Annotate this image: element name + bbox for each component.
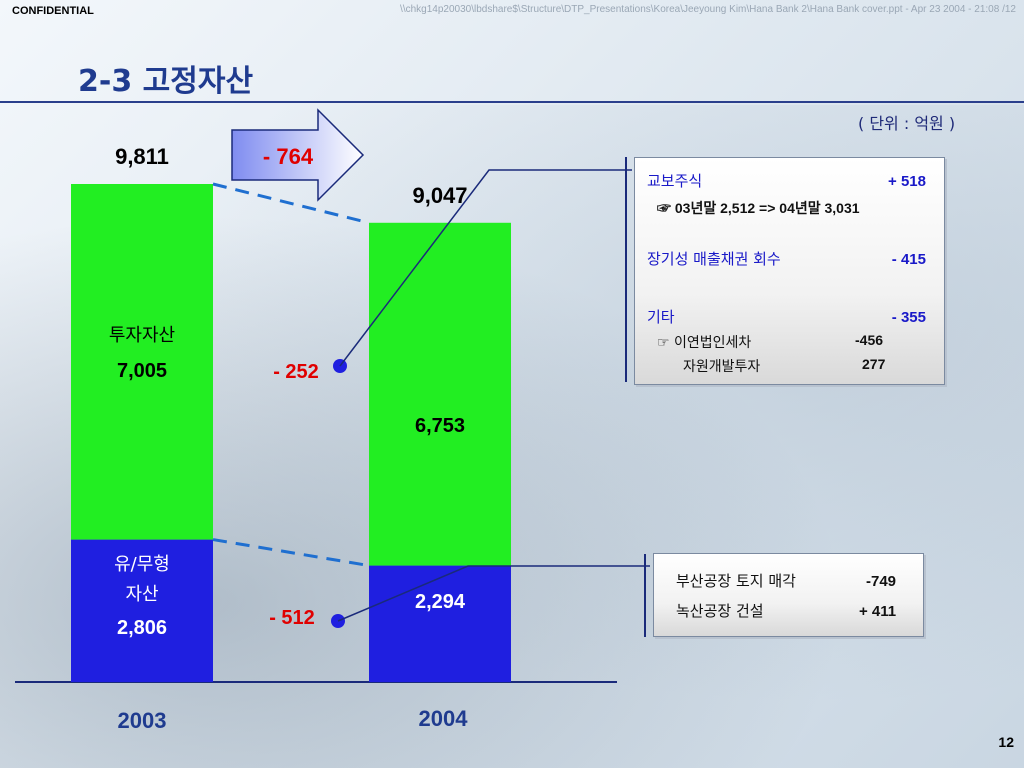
breakdown-value: - 415 — [892, 250, 926, 268]
segment-label-investment: 투자자산 — [109, 325, 175, 346]
breakdown-value-text: + 518 — [888, 173, 926, 190]
breakdown-subrow-label: 자원개발투자 — [683, 359, 761, 375]
breakdown-subrow-text: ☞ 03년말 2,512 => 04년말 3,031 — [657, 200, 860, 216]
breakdown-subrow-label: ☞ 이연법인세차 — [657, 335, 752, 351]
dashed-connector-middle — [212, 538, 370, 568]
decrease-arrow-icon — [231, 108, 365, 202]
change-label-investment: - 252 — [273, 361, 319, 383]
bar-2003-tangible — [71, 539, 213, 682]
breakdown-subrow-value-text: -456 — [855, 332, 884, 348]
category-label-2003: 2003 — [118, 708, 167, 733]
confidential-label: CONFIDENTIAL — [12, 5, 94, 17]
total-label-2003: 9,811 — [115, 144, 169, 169]
breakdown-subrow-value-text: 277 — [862, 356, 886, 372]
breakdown-label: 교보주식 — [647, 172, 703, 190]
file-path: \\chkg14p20030\lbdshare$\Structure\DTP_P… — [400, 4, 1016, 15]
breakdown-row: 교보주식 — [647, 170, 702, 191]
page-title: 2-3 고정자산 — [78, 64, 254, 99]
breakdown-subrow: ☞ 03년말 2,512 => 04년말 3,031 — [657, 198, 860, 218]
breakdown-value: - 355 — [892, 308, 926, 326]
value-label-2003-tangible: 2,806 — [117, 617, 167, 639]
dashed-connector-top — [212, 182, 370, 225]
value-label-2003-investment: 7,005 — [117, 360, 167, 382]
bar-2003-investment — [71, 184, 213, 540]
tangible-breakdown-box: 부산공장 토지 매각 -749 녹산공장 건설 + 411 — [653, 553, 924, 637]
breakdown-row: 기타 — [647, 306, 675, 327]
value-label-2004-investment: 6,753 — [415, 415, 465, 437]
unit-label: ( 단위 : 억원 ) — [858, 114, 956, 133]
breakdown-value-text: + 411 — [859, 603, 897, 620]
breakdown-value-text: - 355 — [891, 309, 926, 326]
breakdown-value: + 411 — [859, 602, 896, 620]
title-divider — [0, 101, 1024, 103]
total-change-label: - 764 — [263, 144, 314, 169]
change-label-tangible: - 512 — [269, 607, 315, 629]
segment-label-tangible-line1: 유/무형 — [114, 554, 170, 575]
breakdown-row: 부산공장 토지 매각 — [676, 570, 796, 591]
breakdown-label: 장기성 매출채권 회수 — [647, 250, 781, 268]
breakdown-subrow: ☞ 이연법인세차 — [657, 332, 751, 352]
breakdown-label: 기타 — [647, 308, 675, 326]
page-number: 12 — [998, 734, 1014, 750]
bar-2004-tangible — [369, 565, 511, 682]
callout-line-investment — [339, 169, 632, 367]
segment-label-tangible-line2: 자산 — [125, 584, 158, 605]
breakdown-label: 녹산공장 건설 — [676, 602, 764, 620]
bar-2004-investment — [369, 222, 511, 566]
callout-line-tangible — [337, 565, 650, 622]
breakdown-value: + 518 — [888, 172, 926, 190]
breakdown-row: 녹산공장 건설 — [676, 600, 764, 621]
category-label-2004: 2004 — [419, 706, 469, 731]
breakdown-value-text: - 415 — [891, 251, 926, 268]
breakdown-subrow-value: -456 — [855, 332, 883, 349]
breakdown-row: 장기성 매출채권 회수 — [647, 248, 781, 269]
value-label-2004-tangible: 2,294 — [415, 591, 466, 613]
breakdown-value-text: -749 — [866, 573, 897, 590]
breakdown-subrow-value: 277 — [862, 356, 885, 373]
breakdown-subrow: 자원개발투자 — [683, 356, 760, 376]
breakdown-value: -749 — [866, 572, 896, 590]
total-label-2004: 9,047 — [412, 183, 467, 208]
investment-breakdown-box: 교보주식 + 518 ☞ 03년말 2,512 => 04년말 3,031 장기… — [634, 157, 945, 385]
breakdown-label: 부산공장 토지 매각 — [676, 572, 796, 590]
